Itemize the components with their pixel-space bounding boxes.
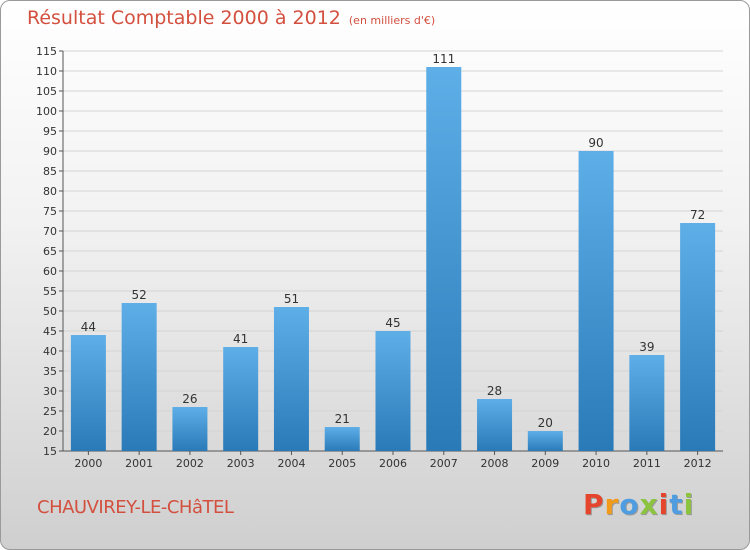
- logo-letter: o: [619, 488, 640, 521]
- title-unit: (en milliers d'€): [348, 14, 436, 27]
- x-tick-label: 2007: [430, 457, 458, 470]
- y-tick-label: 45: [43, 325, 57, 338]
- data-label: 39: [639, 340, 654, 354]
- y-tick-label: 85: [43, 165, 57, 178]
- y-tick-label: 90: [43, 145, 57, 158]
- title-text: Résultat Comptable 2000 à 2012: [27, 7, 341, 29]
- x-tick-label: 2011: [633, 457, 661, 470]
- bar-2001: [121, 303, 157, 451]
- x-tick-label: 2008: [481, 457, 509, 470]
- x-tick-label: 2006: [379, 457, 407, 470]
- bar-2010: [578, 151, 614, 451]
- chart-title: Résultat Comptable 2000 à 2012 (en millie…: [27, 7, 435, 29]
- data-label: 21: [335, 412, 350, 426]
- y-tick-label: 25: [43, 405, 57, 418]
- data-label: 44: [81, 320, 96, 334]
- y-tick-label: 40: [43, 345, 57, 358]
- bar-2007: [426, 67, 462, 451]
- data-label: 41: [233, 332, 248, 346]
- bar-2002: [172, 407, 208, 451]
- y-tick-label: 15: [43, 445, 57, 458]
- y-tick-label: 30: [43, 385, 57, 398]
- data-label: 90: [588, 136, 603, 150]
- x-tick-label: 2000: [74, 457, 102, 470]
- data-label: 111: [432, 52, 455, 66]
- y-tick-label: 115: [36, 45, 57, 58]
- data-label: 51: [284, 292, 299, 306]
- bar-2012: [680, 223, 716, 451]
- x-tick-label: 2012: [684, 457, 712, 470]
- y-tick-label: 50: [43, 305, 57, 318]
- logo-letter: x: [639, 488, 659, 521]
- y-tick-label: 95: [43, 125, 57, 138]
- y-tick-label: 55: [43, 285, 57, 298]
- data-label: 26: [182, 392, 197, 406]
- bar-2006: [375, 331, 411, 451]
- y-tick-label: 60: [43, 265, 57, 278]
- bar-2011: [629, 355, 665, 451]
- logo-letter: r: [604, 488, 620, 521]
- y-tick-label: 80: [43, 185, 57, 198]
- data-label: 20: [538, 416, 553, 430]
- bar-2004: [273, 307, 309, 451]
- data-label: 45: [385, 316, 400, 330]
- logo-letter: P: [583, 488, 605, 521]
- y-tick-label: 100: [36, 105, 57, 118]
- x-tick-label: 2002: [176, 457, 204, 470]
- bar-2009: [527, 431, 563, 451]
- y-tick-label: 65: [43, 245, 57, 258]
- y-tick-label: 105: [36, 85, 57, 98]
- x-tick-label: 2010: [582, 457, 610, 470]
- data-label: 72: [690, 208, 705, 222]
- bar-2005: [324, 427, 360, 451]
- logo-letter: i: [683, 488, 695, 521]
- logo-letter: t: [669, 488, 684, 521]
- y-tick-label: 20: [43, 425, 57, 438]
- bar-2003: [223, 347, 259, 451]
- proxiti-logo: Proxiti: [583, 488, 694, 521]
- y-tick-label: 70: [43, 225, 57, 238]
- y-tick-label: 110: [36, 65, 57, 78]
- x-tick-label: 2004: [277, 457, 305, 470]
- x-tick-label: 2005: [328, 457, 356, 470]
- y-tick-label: 75: [43, 205, 57, 218]
- data-label: 52: [132, 288, 147, 302]
- bar-2008: [477, 399, 513, 451]
- x-tick-label: 2001: [125, 457, 153, 470]
- bar-2000: [70, 335, 106, 451]
- x-tick-label: 2003: [227, 457, 255, 470]
- data-label: 28: [487, 384, 502, 398]
- commune-name: CHAUVIREY-LE-CHâTEL: [37, 497, 234, 518]
- logo-letter: i: [658, 488, 670, 521]
- x-tick-label: 2009: [531, 457, 559, 470]
- y-tick-label: 35: [43, 365, 57, 378]
